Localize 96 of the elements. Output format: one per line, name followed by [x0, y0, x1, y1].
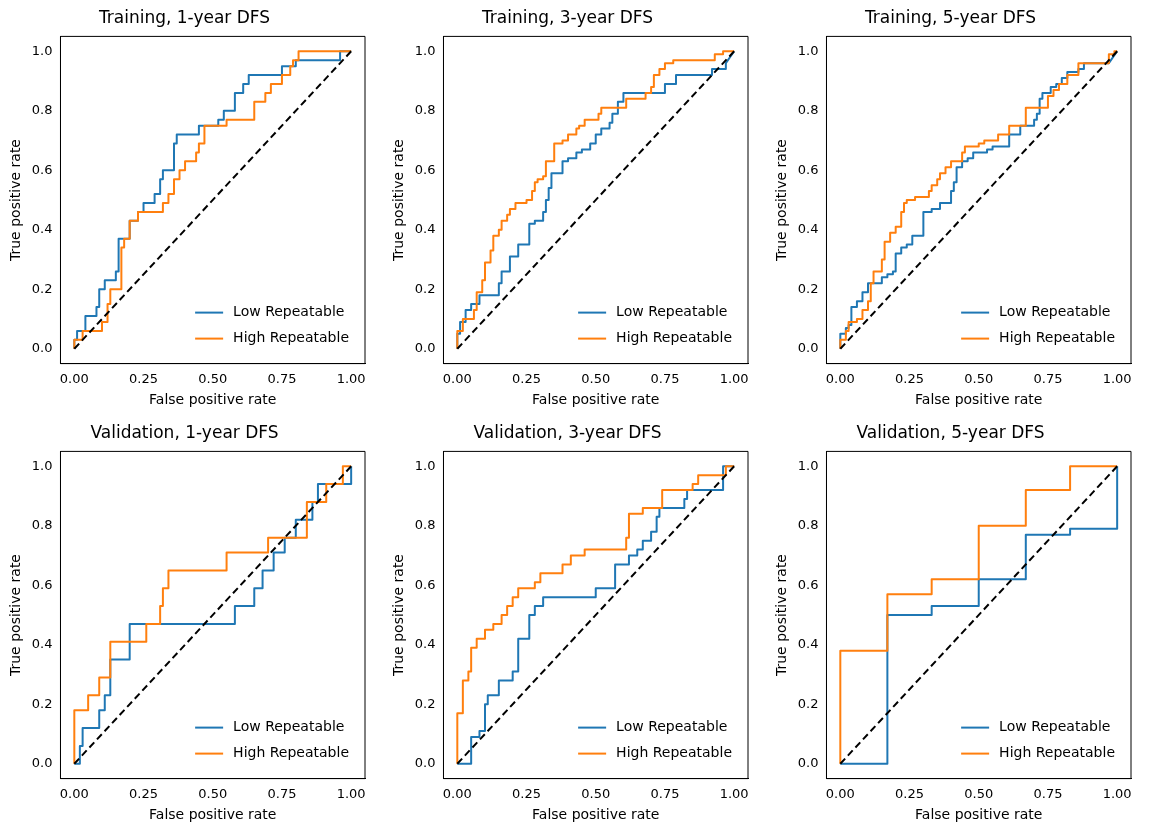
chart-title: Validation, 5-year DFS [856, 421, 1045, 442]
y-tick-label: 1.0 [797, 42, 819, 58]
legend-label: High Repeatable [999, 744, 1116, 761]
y-tick-label: 0.8 [31, 517, 53, 533]
y-axis-title: True positive rate [390, 554, 407, 677]
y-tick-label: 0.8 [797, 102, 819, 118]
x-tick-label: 0.50 [198, 370, 228, 386]
x-tick-label: 0.75 [1033, 370, 1063, 386]
legend-label: Low Repeatable [616, 303, 728, 320]
y-tick-label: 0.8 [414, 102, 436, 118]
y-tick-label: 0.6 [31, 576, 53, 592]
y-axis-title: True positive rate [7, 554, 24, 677]
legend-label: Low Repeatable [233, 718, 345, 735]
y-tick-label: 0.4 [797, 636, 819, 652]
y-tick-label: 1.0 [31, 42, 53, 58]
y-tick-label: 0.2 [414, 695, 436, 711]
x-tick-label: 1.00 [719, 785, 749, 801]
x-tick-label: 0.00 [442, 370, 472, 386]
y-tick-label: 0.4 [414, 636, 436, 652]
x-tick-label: 0.25 [512, 370, 541, 386]
x-axis-title: False positive rate [532, 391, 660, 408]
x-tick-label: 0.75 [267, 785, 297, 801]
legend-label: High Repeatable [616, 744, 733, 761]
legend-label: Low Repeatable [233, 303, 345, 320]
y-tick-label: 0.8 [414, 517, 436, 533]
chart-title: Validation, 3-year DFS [473, 421, 662, 442]
legend-label: Low Repeatable [616, 718, 728, 735]
y-tick-label: 0.4 [797, 221, 819, 237]
y-tick-label: 0.2 [797, 695, 819, 711]
x-tick-label: 0.75 [650, 370, 680, 386]
x-axis-title: False positive rate [149, 391, 277, 408]
chart-title: Validation, 1-year DFS [90, 421, 279, 442]
x-tick-label: 0.25 [129, 785, 158, 801]
y-tick-label: 0.0 [797, 340, 819, 356]
x-tick-label: 1.00 [1102, 785, 1132, 801]
y-tick-label: 0.2 [797, 280, 819, 296]
y-tick-label: 0.6 [31, 161, 53, 177]
x-tick-label: 0.50 [581, 370, 611, 386]
legend-label: Low Repeatable [999, 718, 1111, 735]
legend-label: High Repeatable [233, 329, 350, 346]
y-tick-label: 0.6 [414, 161, 436, 177]
legend-label: High Repeatable [616, 329, 733, 346]
x-tick-label: 1.00 [1102, 370, 1132, 386]
y-tick-label: 0.0 [414, 340, 436, 356]
y-tick-label: 0.0 [414, 755, 436, 771]
y-tick-label: 0.6 [797, 161, 819, 177]
chart-title: Training, 5-year DFS [863, 6, 1037, 27]
y-axis-title: True positive rate [773, 139, 790, 262]
y-tick-label: 0.8 [31, 102, 53, 118]
x-tick-label: 0.00 [59, 370, 89, 386]
x-tick-label: 0.50 [964, 785, 994, 801]
legend-label: High Repeatable [999, 329, 1116, 346]
x-tick-label: 0.00 [825, 370, 855, 386]
y-tick-label: 0.0 [31, 755, 53, 771]
y-tick-label: 0.2 [31, 280, 53, 296]
y-tick-label: 0.0 [797, 755, 819, 771]
legend-label: High Repeatable [233, 744, 350, 761]
y-tick-label: 0.8 [797, 517, 819, 533]
y-tick-label: 1.0 [31, 457, 53, 473]
x-tick-label: 0.75 [650, 785, 680, 801]
y-axis-title: True positive rate [390, 139, 407, 262]
x-tick-label: 0.00 [825, 785, 855, 801]
y-tick-label: 0.4 [414, 221, 436, 237]
x-axis-title: False positive rate [915, 391, 1043, 408]
y-tick-label: 0.6 [797, 576, 819, 592]
x-axis-title: False positive rate [532, 806, 660, 823]
x-tick-label: 0.75 [1033, 785, 1063, 801]
y-tick-label: 0.2 [414, 280, 436, 296]
x-tick-label: 1.00 [336, 785, 366, 801]
x-tick-label: 0.50 [198, 785, 228, 801]
x-tick-label: 0.00 [59, 785, 89, 801]
x-axis-title: False positive rate [915, 806, 1043, 823]
x-tick-label: 1.00 [336, 370, 366, 386]
x-tick-label: 0.25 [512, 785, 541, 801]
y-tick-label: 1.0 [414, 457, 436, 473]
x-tick-label: 0.50 [581, 785, 611, 801]
x-tick-label: 1.00 [719, 370, 749, 386]
y-tick-label: 0.4 [31, 221, 53, 237]
y-tick-label: 0.0 [31, 340, 53, 356]
y-tick-label: 1.0 [797, 457, 819, 473]
chart-title: Training, 1-year DFS [97, 6, 271, 27]
x-tick-label: 0.25 [129, 370, 158, 386]
x-axis-title: False positive rate [149, 806, 277, 823]
chart-title: Training, 3-year DFS [480, 6, 654, 27]
x-tick-label: 0.50 [964, 370, 994, 386]
y-axis-title: True positive rate [7, 139, 24, 262]
x-tick-label: 0.00 [442, 785, 472, 801]
y-axis-title: True positive rate [773, 554, 790, 677]
y-tick-label: 0.6 [414, 576, 436, 592]
legend-label: Low Repeatable [999, 303, 1111, 320]
x-tick-label: 0.75 [267, 370, 297, 386]
y-tick-label: 0.2 [31, 695, 53, 711]
x-tick-label: 0.25 [895, 785, 924, 801]
x-tick-label: 0.25 [895, 370, 924, 386]
y-tick-label: 0.4 [31, 636, 53, 652]
y-tick-label: 1.0 [414, 42, 436, 58]
